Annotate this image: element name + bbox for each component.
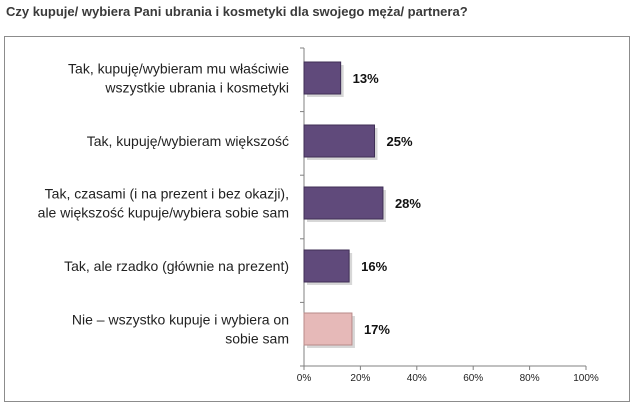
x-tick-label: 0% (297, 373, 312, 384)
bar-3 (303, 186, 384, 220)
category-label: sobie sam (225, 331, 289, 347)
category-label: wszystkie ubrania i kosmetyki (104, 80, 289, 96)
bar-4 (303, 249, 350, 283)
category-label: Tak, kupuję/wybieram mu właściwie (68, 61, 289, 77)
bar-5 (303, 312, 353, 346)
category-label: Tak, kupuję/wybieram większość (87, 133, 289, 149)
category-label: Tak, czasami (i na prezent i bez okazji)… (45, 186, 289, 202)
chart-frame (4, 36, 630, 402)
x-tick-label: 20% (350, 373, 370, 384)
data-label: 13% (353, 71, 379, 86)
x-tick-label: 100% (573, 373, 599, 384)
data-label: 17% (364, 322, 390, 337)
bar-2 (303, 124, 375, 158)
category-label: ale większość kupuje/wybiera sobie sam (38, 205, 289, 221)
x-tick-label: 40% (407, 373, 427, 384)
chart-title: Czy kupuje/ wybiera Pani ubrania i kosme… (6, 4, 468, 19)
bar-1 (303, 61, 342, 95)
data-label: 28% (395, 196, 421, 211)
category-label: Tak, ale rzadko (głównie na prezent) (64, 258, 289, 274)
data-label: 16% (361, 259, 387, 274)
category-label: Nie – wszystko kupuje i wybiera on (72, 312, 289, 328)
data-label: 25% (387, 134, 413, 149)
x-tick-label: 80% (520, 373, 540, 384)
x-tick-label: 60% (463, 373, 483, 384)
